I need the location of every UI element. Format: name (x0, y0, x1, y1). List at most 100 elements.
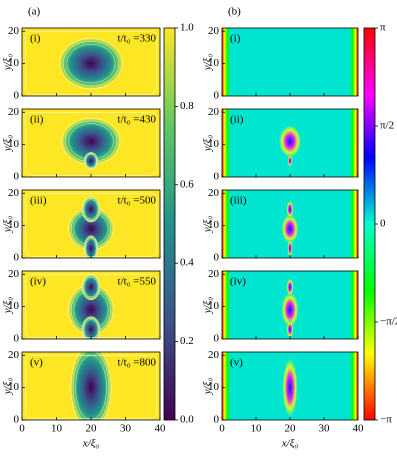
edge-phase (222, 352, 231, 420)
vortex-region (68, 284, 114, 336)
y-tick-label: 0 (14, 333, 20, 345)
vortex-region (82, 274, 100, 300)
contour (83, 277, 99, 298)
y-tick-label: 0 (14, 171, 20, 183)
x-tick-label: 0 (19, 423, 25, 435)
edge-phase (349, 190, 358, 258)
time-label: t/t₀ =550 (118, 276, 157, 288)
y-tick-label: 10 (208, 219, 220, 231)
y-tick-label: 0 (214, 333, 220, 345)
contour (81, 196, 101, 223)
y-tick-label: 20 (8, 268, 20, 280)
vortex-region (84, 152, 98, 170)
panel-label: (v) (230, 357, 243, 369)
edge-phase (349, 28, 358, 96)
heatmap (22, 352, 160, 420)
y-tick-label: 10 (8, 381, 20, 393)
edge-phase (222, 28, 231, 96)
contour (59, 38, 123, 90)
time-label: t/t₀ =500 (118, 195, 157, 207)
y-tick-label: 10 (208, 57, 220, 69)
y-tick-label: 20 (208, 25, 220, 37)
y-tick-label: 20 (208, 268, 220, 280)
y-tick-label: 10 (8, 57, 20, 69)
y-axis-label: y/ξ₀ (2, 297, 14, 315)
heatmap (222, 109, 358, 177)
x-tick-label: 40 (155, 423, 167, 435)
contour (82, 275, 100, 299)
vortex-region (82, 196, 100, 223)
panel-label: (iii) (30, 195, 47, 207)
x-tick-label: 30 (319, 423, 331, 435)
x-tick-label: 40 (353, 423, 365, 435)
phase-feature (287, 239, 293, 258)
contour (72, 352, 110, 420)
colorbar-tick-label: 0.8 (180, 100, 194, 112)
y-tick-label: 20 (8, 25, 20, 37)
panel-label: (iv) (230, 276, 246, 288)
edge-phase (222, 271, 231, 339)
phase-feature (286, 320, 294, 339)
y-tick-label: 0 (14, 252, 20, 264)
vortex-region (59, 38, 123, 89)
colorbar-tick-label: π (380, 22, 386, 34)
edge-phase (222, 109, 231, 177)
panel-label: (v) (30, 357, 43, 369)
colorbar-tick-label: 1.0 (180, 22, 194, 34)
contour (82, 317, 100, 339)
heatmap (22, 190, 160, 258)
heatmap (22, 28, 160, 96)
y-axis-label: y/ξ₀ (2, 378, 14, 396)
colorbar (163, 27, 176, 421)
edge-phase (349, 352, 358, 420)
edge-phase (349, 109, 358, 177)
x-tick-label: 20 (86, 423, 98, 435)
edge-phase (349, 271, 358, 339)
y-tick-label: 20 (8, 106, 20, 118)
y-tick-label: 0 (214, 414, 220, 426)
y-tick-label: 10 (208, 138, 220, 150)
contour (83, 199, 99, 220)
y-axis-label: y/ξ₀ (202, 135, 214, 153)
heatmap (22, 271, 160, 339)
vortex-region (61, 118, 121, 165)
panel-label: (iv) (30, 276, 46, 288)
contour (81, 316, 101, 339)
x-axis-label: x/ξ₀ (281, 438, 299, 450)
x-tick-label: 10 (51, 423, 63, 435)
y-tick-label: 0 (14, 90, 20, 102)
contour (84, 236, 98, 258)
x-tick-label: 20 (285, 423, 297, 435)
phase-feature (278, 125, 302, 158)
y-axis-label: y/ξ₀ (2, 135, 14, 153)
phase-feature (281, 214, 299, 244)
panel-label: (ii) (230, 114, 244, 126)
colorbar-tick-label: 0.4 (180, 257, 194, 269)
y-tick-label: 10 (8, 138, 20, 150)
heatmap (222, 190, 358, 258)
colorbar-tick-label: 0.2 (180, 335, 194, 347)
y-tick-label: 0 (214, 171, 220, 183)
contour (84, 152, 98, 170)
y-tick-label: 20 (208, 106, 220, 118)
field (222, 28, 358, 96)
phase-feature (286, 200, 294, 219)
contour (82, 198, 100, 221)
phase-feature (287, 154, 293, 167)
y-tick-label: 20 (208, 187, 220, 199)
phase-feature (282, 358, 298, 417)
colorbar-tick-label: 0 (380, 218, 386, 230)
x-axis-label: x/ξ₀ (82, 438, 100, 450)
colorbar-tick-label: −π/2 (380, 316, 397, 328)
y-tick-label: 0 (214, 90, 220, 102)
contour (81, 274, 101, 301)
phase-feature (286, 278, 294, 296)
x-tick-label: 30 (120, 423, 132, 435)
panel-label: (i) (30, 33, 41, 45)
colorbar-tick-label: 0.6 (180, 178, 194, 190)
y-tick-label: 10 (8, 219, 20, 231)
y-axis-label: y/ξ₀ (202, 297, 214, 315)
colorbar-tick-label: −π (380, 414, 392, 426)
panel-label: (i) (230, 33, 241, 45)
